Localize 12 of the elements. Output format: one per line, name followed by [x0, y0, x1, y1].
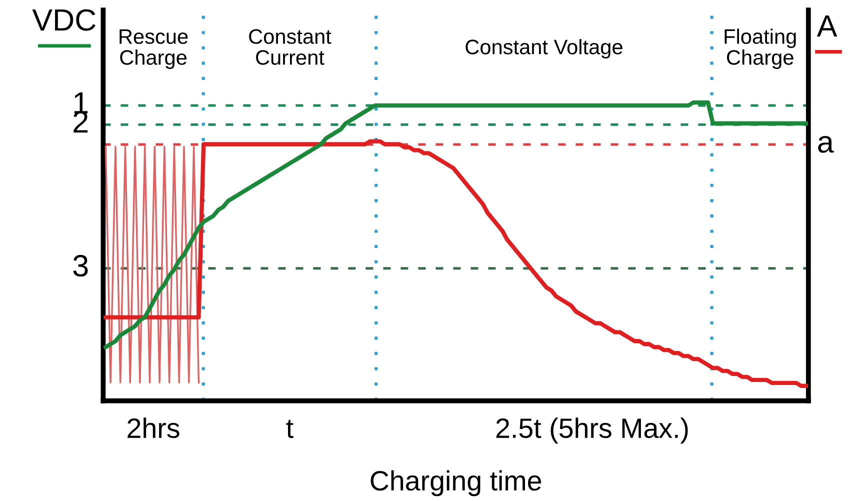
- text: t: [286, 420, 294, 438]
- y-axis-title: VDC: [32, 9, 96, 31]
- x-axis-title: Charging time: [370, 470, 542, 496]
- text: 3: [73, 254, 88, 277]
- text: Constant Voltage: [466, 39, 622, 59]
- text: 2.5t (5hrs Max.): [496, 418, 688, 444]
- y2-axis-title: A: [816, 15, 838, 36]
- text: Rescue Charge: [120, 29, 188, 69]
- text: Floating Charge: [724, 28, 796, 69]
- ref-line-label: a: [818, 136, 834, 153]
- text: 2hrs: [128, 418, 180, 438]
- text: Constant Current: [249, 29, 332, 65]
